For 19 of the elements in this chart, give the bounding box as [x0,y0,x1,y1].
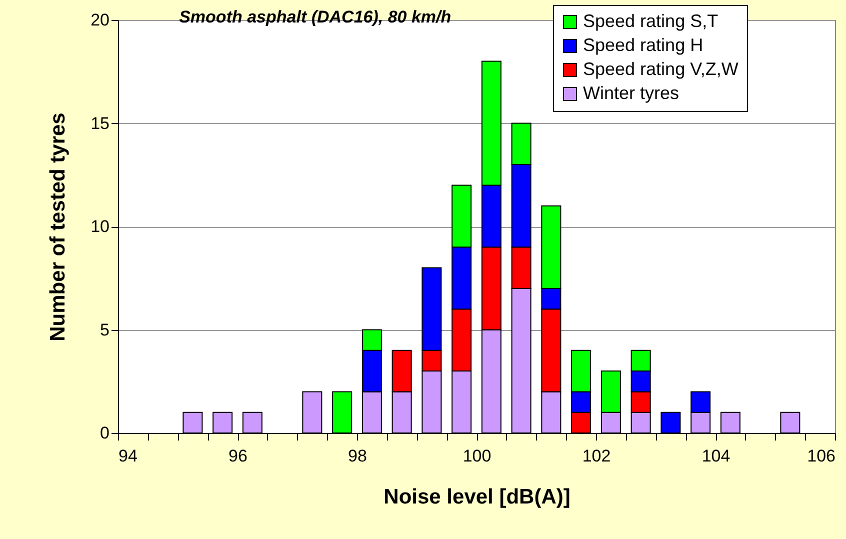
x-tick-label: 106 [807,446,836,466]
legend-label: Speed rating V,Z,W [583,59,738,79]
x-tick-label: 94 [118,446,138,466]
x-axis-title: Noise level [dB(A)] [384,486,570,508]
y-tick-label: 0 [100,424,110,442]
y-tick-label: 5 [100,320,110,340]
legend-label: Speed rating S,T [583,11,718,31]
x-tick-label: 98 [348,446,367,466]
chart-title: Smooth asphalt (DAC16), 80 km/h [179,8,452,26]
x-tick-label: 102 [582,446,611,466]
x-tick-label: 96 [228,446,248,466]
y-tick-label: 15 [90,114,110,133]
legend-label: Winter tyres [583,83,680,103]
legend-label: Speed rating H [583,35,704,55]
y-axis-title: Number of tested tyres [46,112,70,342]
y-tick-label: 10 [90,217,110,236]
x-tick-label: 104 [702,446,730,466]
y-tick-label: 20 [90,10,110,30]
x-tick-label: 100 [462,446,492,466]
